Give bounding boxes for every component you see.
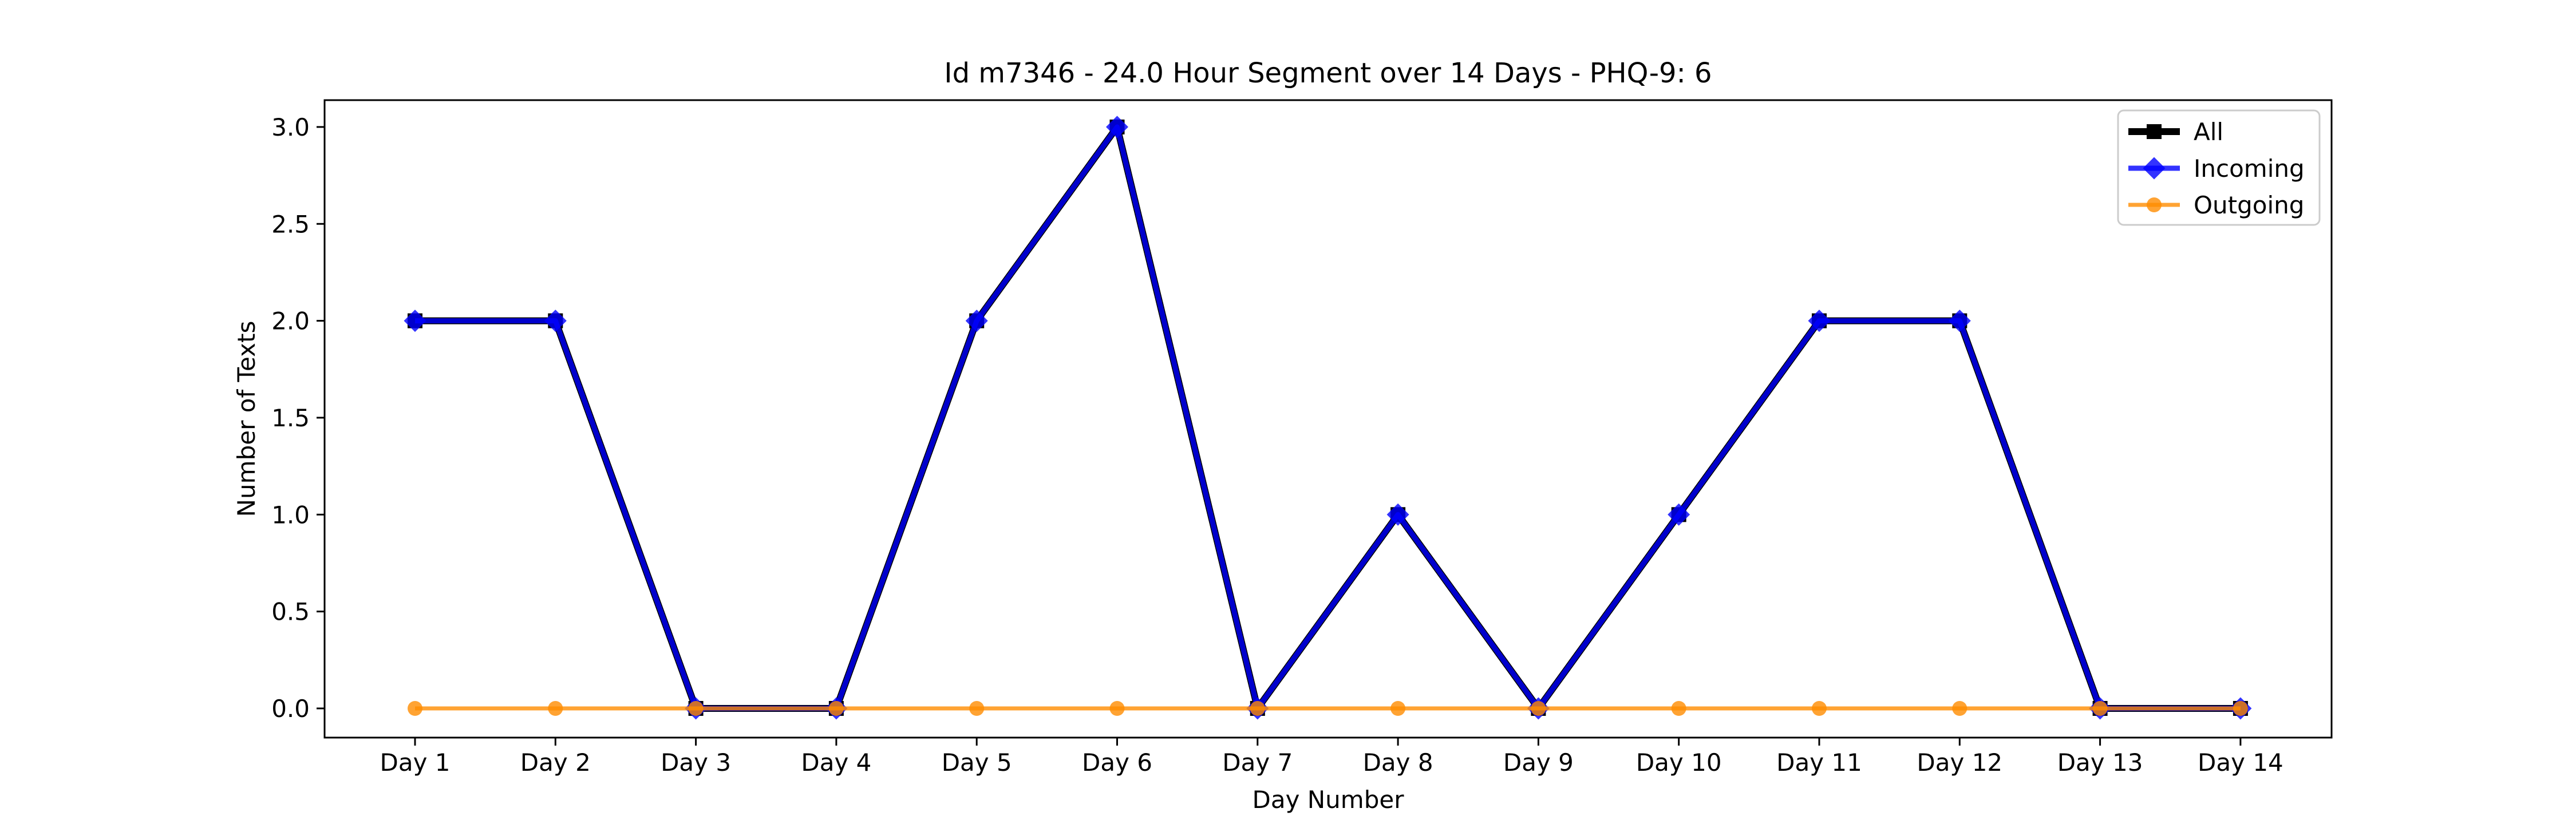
data-point-marker [2143, 157, 2166, 180]
y-tick-label: 0.0 [271, 695, 310, 723]
data-point-marker [1668, 503, 1690, 526]
data-point-marker [1106, 116, 1128, 138]
data-point-marker [1671, 701, 1686, 716]
y-axis-label: Number of Texts [232, 321, 260, 517]
data-point-marker [1390, 701, 1406, 716]
data-point-marker [1812, 701, 1827, 716]
y-tick-label: 2.5 [271, 210, 310, 238]
data-point-marker [828, 701, 844, 716]
data-point-marker [688, 701, 704, 716]
data-point-marker [1808, 310, 1831, 332]
data-point-marker [548, 701, 563, 716]
x-tick-label: Day 14 [2198, 748, 2283, 777]
data-point-marker [2233, 701, 2248, 716]
data-point-marker [1386, 503, 1409, 526]
legend-entry-outgoing: Outgoing [2128, 191, 2304, 219]
data-point-marker [1952, 701, 1967, 716]
x-tick-label: Day 1 [380, 748, 450, 777]
series-line [415, 123, 2241, 712]
x-axis: Day 1 Day 2 Day 3 Day 4 Day 5 Day 6 Day 7 Day 8… [380, 738, 2283, 777]
x-tick-label: Day 6 [1082, 748, 1152, 777]
legend-box [2117, 109, 2321, 226]
plot-area [323, 99, 2333, 739]
data-point-marker [2147, 197, 2162, 212]
y-tick-label: 1.5 [271, 404, 310, 432]
data-point-marker [965, 310, 988, 332]
y-tick-label: 1.0 [271, 501, 310, 529]
legend-label: Incoming [2194, 154, 2305, 183]
data-point-marker [1531, 701, 1546, 716]
legend-label: Outgoing [2194, 191, 2304, 219]
data-point-marker [2147, 124, 2162, 139]
legend-entry-all: All [2128, 118, 2223, 146]
data-point-marker [1250, 701, 1265, 716]
series-layer [404, 116, 2252, 720]
x-tick-label: Day 9 [1503, 748, 1574, 777]
legend: All Incoming Outgoing [2117, 109, 2321, 226]
x-tick-label: Day 8 [1363, 748, 1433, 777]
x-axis-label: Day Number [1252, 786, 1404, 814]
chart-title: Id m7346 - 24.0 Hour Segment over 14 Day… [944, 57, 1712, 89]
x-tick-label: Day 5 [942, 748, 1012, 777]
y-tick-label: 3.0 [271, 113, 310, 141]
legend-entry-incoming: Incoming [2128, 154, 2305, 183]
series-outgoing [408, 701, 2248, 716]
data-point-marker [404, 310, 426, 332]
x-tick-label: Day 11 [1776, 748, 1862, 777]
x-tick-label: Day 10 [1636, 748, 1722, 777]
data-point-marker [1109, 701, 1125, 716]
x-tick-label: Day 4 [801, 748, 871, 777]
data-point-marker [1948, 310, 1971, 332]
series-all [408, 119, 2248, 716]
data-point-marker [408, 701, 422, 716]
series-line [415, 124, 2241, 711]
y-axis: 0.0 0.5 1.0 1.5 2.0 2.5 3.0 [271, 113, 325, 723]
x-tick-label: Day 7 [1222, 748, 1293, 777]
x-tick-label: Day 3 [661, 748, 731, 777]
x-tick-label: Day 12 [1917, 748, 2002, 777]
y-tick-label: 2.0 [271, 307, 310, 335]
x-tick-label: Day 2 [520, 748, 591, 777]
legend-label: All [2194, 118, 2223, 146]
y-tick-label: 0.5 [271, 598, 310, 626]
x-tick-label: Day 13 [2057, 748, 2143, 777]
data-point-marker [969, 701, 985, 716]
series-incoming [404, 116, 2252, 720]
data-point-marker [544, 310, 567, 332]
data-point-marker [2092, 701, 2108, 716]
